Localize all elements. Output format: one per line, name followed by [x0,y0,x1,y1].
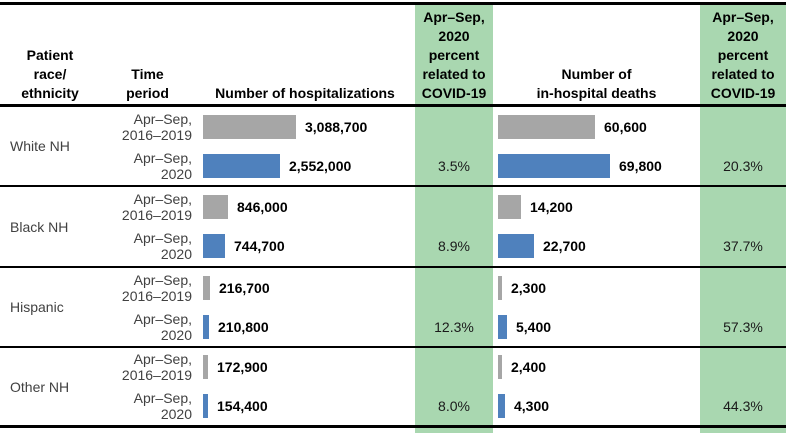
hospitalizations-value-prior: 3,088,700 [305,118,368,135]
covid-pct-deaths: 44.3% [723,397,763,414]
hospitalizations-bar-2020 [203,234,225,259]
green-highlight-column-hospitalizations [415,5,493,433]
race-group-row: Hispanic Apr–Sep, 2016–2019 216,700 2,30… [0,268,786,346]
deaths-bar-2020 [498,314,507,339]
header-covid-pct-deaths: Apr–Sep, 2020 percent related to COVID-1… [710,9,776,101]
hospitalizations-value-prior: 216,700 [219,279,270,296]
time-period-label-prior: Apr–Sep, 2016–2019 [121,351,192,384]
header-bottom-rule [0,104,786,107]
deaths-value-2020: 69,800 [619,157,662,174]
deaths-value-prior: 60,600 [604,118,647,135]
hospitalizations-bar-prior [203,275,210,300]
race-label: White NH [10,138,70,154]
covid-pct-deaths: 20.3% [723,157,763,174]
hospitalizations-value-2020: 210,800 [218,318,269,335]
deaths-value-2020: 4,300 [514,397,550,414]
hospitalizations-bar-2020 [203,314,209,339]
deaths-bar-prior [498,355,502,380]
header-in-hospital-deaths: Number of in-hospital deaths [536,66,657,101]
time-period-label-prior: Apr–Sep, 2016–2019 [121,110,192,143]
hospitalizations-bar-2020 [203,153,280,178]
time-period-label-prior: Apr–Sep, 2016–2019 [121,271,192,304]
header-row: Patient race/ ethnicity Time period Numb… [0,5,786,104]
header-covid-pct-hospitalizations: Apr–Sep, 2020 percent related to COVID-1… [421,9,487,101]
hospitalizations-bar-prior [203,355,208,380]
deaths-value-prior: 14,200 [530,198,573,215]
time-period-label-2020: Apr–Sep, 2020 [133,389,192,422]
hospitalizations-value-2020: 744,700 [234,238,285,255]
time-period-label-2020: Apr–Sep, 2020 [133,230,192,263]
race-label: Black NH [10,218,69,235]
deaths-value-2020: 22,700 [543,238,586,255]
covid-pct-hospitalizations: 8.0% [438,397,470,414]
deaths-bar-2020 [498,393,505,418]
covid-pct-hospitalizations: 8.9% [438,238,470,255]
deaths-value-2020: 5,400 [516,318,552,335]
hospitalizations-bar-prior [203,194,228,219]
table-bottom-rule [0,425,786,428]
race-label: Hispanic [10,299,64,315]
hospitalizations-value-2020: 2,552,000 [289,157,352,174]
hospitalizations-bar-prior [203,114,296,139]
race-group-row: White NH Apr–Sep, 2016–2019 3,088,700 60… [0,107,786,185]
time-period-label-prior: Apr–Sep, 2016–2019 [121,190,192,223]
deaths-bar-2020 [498,234,534,259]
header-race-ethnicity: Patient race/ ethnicity [21,47,79,101]
deaths-value-prior: 2,400 [511,359,547,376]
race-label: Other NH [10,378,70,395]
hospitalizations-value-prior: 846,000 [237,198,288,215]
table-top-rule [0,2,786,5]
covid-pct-deaths: 37.7% [723,238,763,255]
time-period-label-2020: Apr–Sep, 2020 [133,149,192,182]
header-time-period: Time period [126,66,169,101]
race-group-row: Other NH Apr–Sep, 2016–2019 172,900 2,40… [0,348,786,425]
deaths-bar-prior [498,194,521,219]
covid-pct-hospitalizations: 3.5% [438,157,470,174]
race-group-row: Black NH Apr–Sep, 2016–2019 846,000 14,2… [0,187,786,266]
hospitalizations-bar-2020 [203,393,208,418]
group-separator-rule [0,266,786,268]
covid-pct-deaths: 57.3% [723,318,763,335]
deaths-value-prior: 2,300 [511,279,547,296]
hospitalizations-value-prior: 172,900 [217,359,268,376]
deaths-bar-prior [498,275,502,300]
deaths-bar-prior [498,114,595,139]
table-body: White NH Apr–Sep, 2016–2019 3,088,700 60… [0,107,786,425]
group-separator-rule [0,185,786,187]
group-separator-rule [0,346,786,348]
time-period-label-2020: Apr–Sep, 2020 [133,310,192,343]
deaths-bar-2020 [498,153,610,178]
hospitalizations-value-2020: 154,400 [217,397,268,414]
header-hospitalizations: Number of hospitalizations [215,85,395,101]
covid-pct-hospitalizations: 12.3% [434,318,474,335]
green-highlight-column-deaths [700,5,786,433]
